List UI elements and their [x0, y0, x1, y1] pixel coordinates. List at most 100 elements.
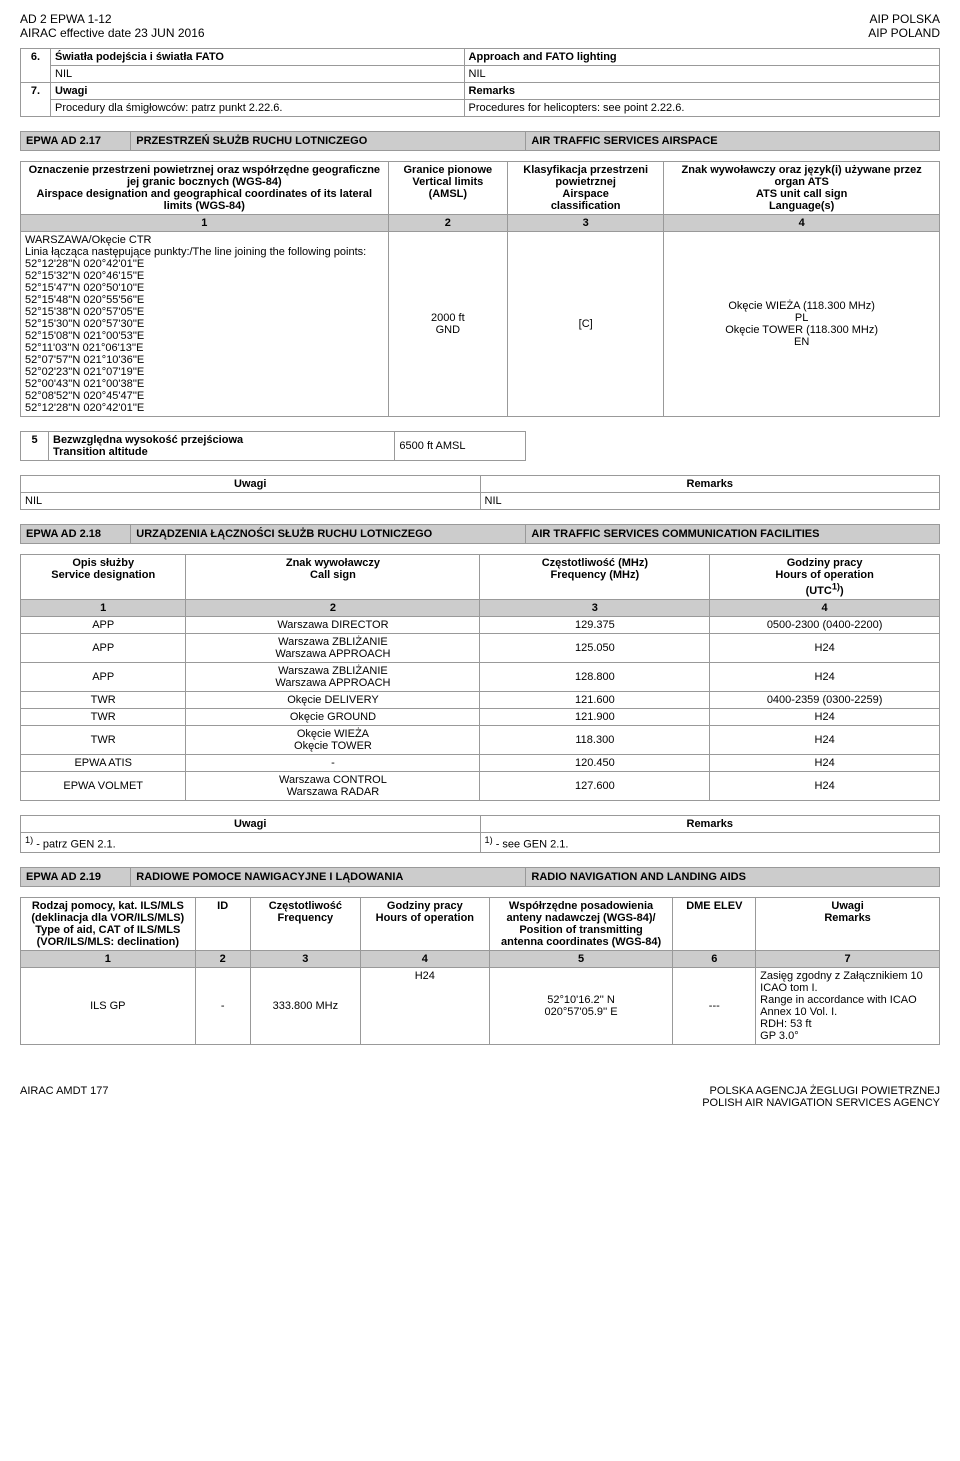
call4: EN [668, 336, 935, 348]
bar217-mid: PRZESTRZEŃ SŁUŻB RUCHU LOTNICZEGO [131, 132, 526, 151]
pt8: 52°11'03''N 021°06'13''E [25, 342, 384, 354]
vert2: GND [393, 324, 503, 336]
t219-rem1: Zasięg zgodny z Załącznikiem 10 ICAO tom… [760, 970, 935, 994]
t218rem-en: Remarks [480, 815, 940, 832]
t218-c4close: ) [840, 585, 844, 597]
table-row: APPWarszawa ZBLIŻANIEWarszawa APPROACH12… [21, 633, 940, 662]
header-left-top: AD 2 EPWA 1-12 [20, 12, 205, 26]
hours-cell: H24 [710, 662, 940, 691]
t219-c4pl: Godziny pracy [365, 900, 485, 912]
callsign-cell: Okęcie GROUND [186, 708, 480, 725]
table-row: APPWarszawa ZBLIŻANIEWarszawa APPROACH12… [21, 662, 940, 691]
page-footer: AIRAC AMDT 177 POLSKA AGENCJA ŻEGLUGI PO… [20, 1085, 940, 1109]
table-row: TWROkęcie WIEŻAOkęcie TOWER118.300H24 [21, 725, 940, 754]
t218-c4pl: Godziny pracy [787, 557, 863, 569]
bar217-left: EPWA AD 2.17 [21, 132, 131, 151]
bar218-left: EPWA AD 2.18 [21, 525, 131, 544]
service-cell: TWR [21, 708, 186, 725]
rem-nil-l: NIL [21, 493, 481, 510]
table-row: EPWA ATIS-120.450H24 [21, 754, 940, 771]
pt5: 52°15'38''N 020°57'05''E [25, 306, 384, 318]
header-right-bottom: AIP POLAND [868, 26, 940, 40]
row6-left-nil: NIL [51, 66, 465, 83]
row6-num: 6. [21, 49, 51, 83]
freq-cell: 118.300 [480, 725, 710, 754]
service-cell: EPWA VOLMET [21, 771, 186, 800]
pt4: 52°15'48''N 020°55'56''E [25, 294, 384, 306]
callsign-cell: Warszawa CONTROLWarszawa RADAR [186, 771, 480, 800]
t217-c4pl: Znak wywoławczy oraz język(i) używane pr… [682, 164, 922, 188]
remarks-217-table: Uwagi Remarks NIL NIL [20, 475, 940, 510]
row7-left-text: Procedury dla śmigłowców: patrz punkt 2.… [51, 100, 465, 117]
t219-n6: 6 [673, 951, 756, 968]
trans-en: Transition altitude [53, 446, 148, 458]
t217-c1pl: Oznaczenie przestrzeni powietrznej oraz … [29, 164, 380, 188]
t217-n1: 1 [21, 215, 389, 232]
t217-c3pl: Klasyfikacja przestrzeni powietrznej [523, 164, 648, 188]
t218-c4utc: (UTC [806, 585, 832, 597]
rem-pl: Uwagi [21, 476, 481, 493]
t218-c2pl: Znak wywoławczy [286, 557, 380, 569]
service-cell: TWR [21, 691, 186, 708]
trans-val: 6500 ft AMSL [395, 432, 526, 461]
rem-en: Remarks [480, 476, 940, 493]
t219-c7en: Remarks [760, 912, 935, 924]
service-cell: APP [21, 662, 186, 691]
t219-remarks: Zasięg zgodny z Załącznikiem 10 ICAO tom… [756, 968, 940, 1045]
hours-cell: H24 [710, 754, 940, 771]
footer-right2: POLISH AIR NAVIGATION SERVICES AGENCY [702, 1097, 940, 1109]
t217-c4en1: ATS unit call sign [756, 188, 847, 200]
bar217-right: AIR TRAFFIC SERVICES AIRSPACE [526, 132, 940, 151]
hours-cell: 0400-2359 (0300-2259) [710, 691, 940, 708]
t217-n3: 3 [508, 215, 664, 232]
t218rem-lsup: 1) [25, 835, 33, 845]
t218-c3en: Frequency (MHz) [551, 569, 640, 581]
points-intro: Linia łącząca następujące punkty:/The li… [25, 246, 384, 258]
table-row: EPWA VOLMETWarszawa CONTROLWarszawa RADA… [21, 771, 940, 800]
t219-c1a: Rodzaj pomocy, kat. ILS/MLS [25, 900, 191, 912]
hours-cell: H24 [710, 771, 940, 800]
t219-rem2: Range in accordance with ICAO Annex 10 V… [760, 994, 935, 1018]
table-row: APPWarszawa DIRECTOR129.3750500-2300 (04… [21, 616, 940, 633]
bar219-mid: RADIOWE POMOCE NAWIGACYJNE I LĄDOWANIA [131, 868, 526, 887]
t217-c3en2: classification [551, 200, 621, 212]
t219-rem3: RDH: 53 ft [760, 1018, 935, 1030]
t219-c3pl: Częstotliwość [255, 900, 356, 912]
pt13: 52°12'28''N 020°42'01''E [25, 402, 384, 414]
freq-cell: 125.050 [480, 633, 710, 662]
t218rem-ltext: - patrz GEN 2.1. [33, 838, 116, 850]
hours-cell: H24 [710, 725, 940, 754]
freq-cell: 128.800 [480, 662, 710, 691]
freq-cell: 120.450 [480, 754, 710, 771]
t219-c1b: (deklinacja dla VOR/ILS/MLS) [25, 912, 191, 924]
section-bar-217: EPWA AD 2.17 PRZESTRZEŃ SŁUŻB RUCHU LOTN… [20, 131, 940, 151]
header-right-top: AIP POLSKA [868, 12, 940, 26]
t219-n4: 4 [361, 951, 490, 968]
pt3: 52°15'47''N 020°50'10''E [25, 282, 384, 294]
header-left-bottom: AIRAC effective date 23 JUN 2016 [20, 26, 205, 40]
pt1: 52°12'28''N 020°42'01''E [25, 258, 384, 270]
service-cell: APP [21, 633, 186, 662]
hours-cell: H24 [710, 708, 940, 725]
t219-c5pl: Współrzędne posadowienia anteny nadawcze… [494, 900, 669, 924]
t219-n2: 2 [195, 951, 250, 968]
t219-c3en: Frequency [255, 912, 356, 924]
bar218-mid: URZĄDZENIA ŁĄCZNOŚCI SŁUŻB RUCHU LOTNICZ… [131, 525, 526, 544]
t219-c7pl: Uwagi [760, 900, 935, 912]
call3: Okęcie TOWER (118.300 MHz) [668, 324, 935, 336]
t218rem-rtext: - see GEN 2.1. [493, 838, 569, 850]
t219-n1: 1 [21, 951, 196, 968]
row7-right-text: Procedures for helicopters: see point 2.… [464, 100, 939, 117]
t217-c4en2: Language(s) [769, 200, 834, 212]
t217-c2en2: (AMSL) [429, 188, 468, 200]
t217-c1en: Airspace designation and geographical co… [37, 188, 373, 212]
page-header: AD 2 EPWA 1-12 AIRAC effective date 23 J… [20, 12, 940, 40]
t219-c5en1: Position of transmitting [494, 924, 669, 936]
pt11: 52°00'43''N 021°00'38''E [25, 378, 384, 390]
section-bar-219: EPWA AD 2.19 RADIOWE POMOCE NAWIGACYJNE … [20, 867, 940, 887]
freq-cell: 121.900 [480, 708, 710, 725]
t218rem-left: 1) - patrz GEN 2.1. [21, 832, 481, 853]
t219-c5en2: antenna coordinates (WGS-84) [494, 936, 669, 948]
table-217: Oznaczenie przestrzeni powietrznej oraz … [20, 161, 940, 417]
t219-aid: ILS GP [21, 968, 196, 1045]
